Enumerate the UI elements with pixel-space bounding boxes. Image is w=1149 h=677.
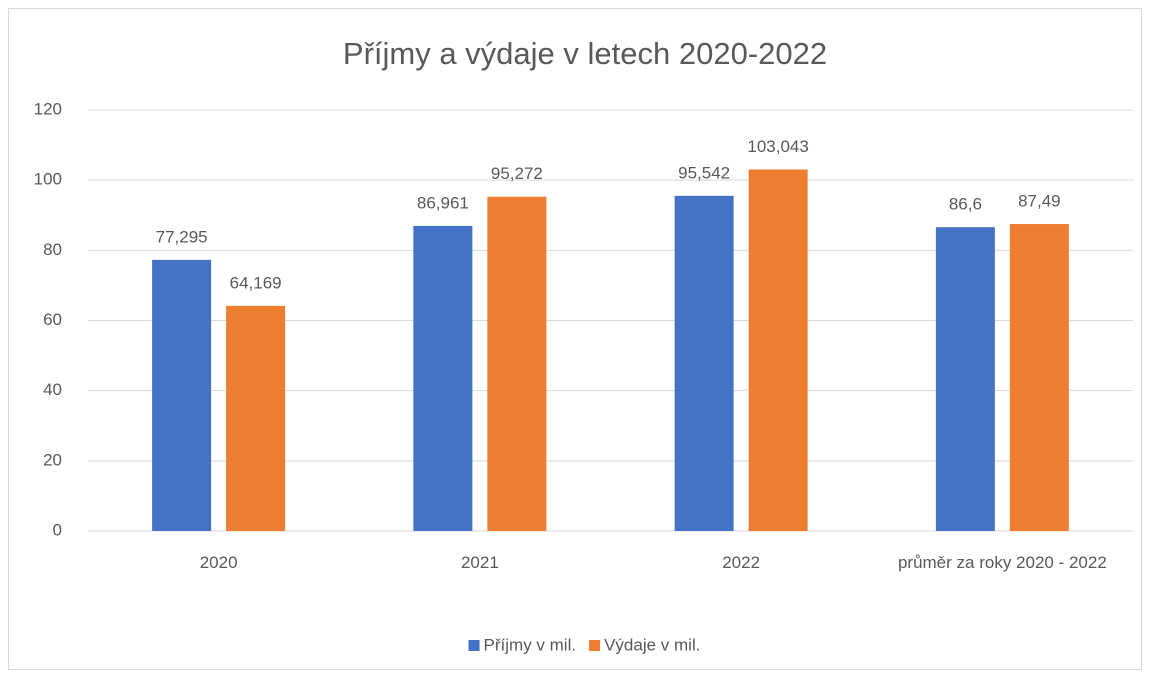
legend-label: Příjmy v mil. [484,635,577,654]
x-tick-label: 2020 [199,553,238,572]
data-label: 103,043 [747,137,808,156]
data-label: 87,49 [1018,192,1061,211]
bar [152,259,212,531]
bar [487,196,547,531]
bar [413,225,473,532]
data-label: 95,272 [491,164,543,183]
y-tick-label: 120 [34,99,62,118]
legend-swatch [589,640,601,651]
data-label: 86,6 [949,195,982,214]
y-tick-label: 40 [43,380,62,399]
y-tick-label: 0 [53,520,62,539]
y-tick-label: 60 [43,310,62,329]
bar [674,195,734,531]
x-tick-label: 2021 [460,553,499,572]
bar [748,169,808,531]
bar [935,227,995,531]
data-label: 77,295 [156,227,208,246]
chart-title: Příjmy a výdaje v letech 2020-2022 [343,36,827,71]
x-tick-label: průměr za roky 2020 - 2022 [897,553,1107,572]
y-tick-label: 80 [43,240,62,259]
bar [226,305,286,531]
y-tick-label: 100 [34,170,62,189]
legend-label: Výdaje v mil. [604,635,700,654]
x-tick-label: 2022 [722,553,761,572]
bar [1009,224,1069,532]
data-label: 86,961 [417,193,469,212]
data-label: 64,169 [230,273,282,292]
y-tick-label: 20 [43,450,62,469]
legend-swatch [468,640,480,651]
data-label: 95,542 [678,163,730,182]
